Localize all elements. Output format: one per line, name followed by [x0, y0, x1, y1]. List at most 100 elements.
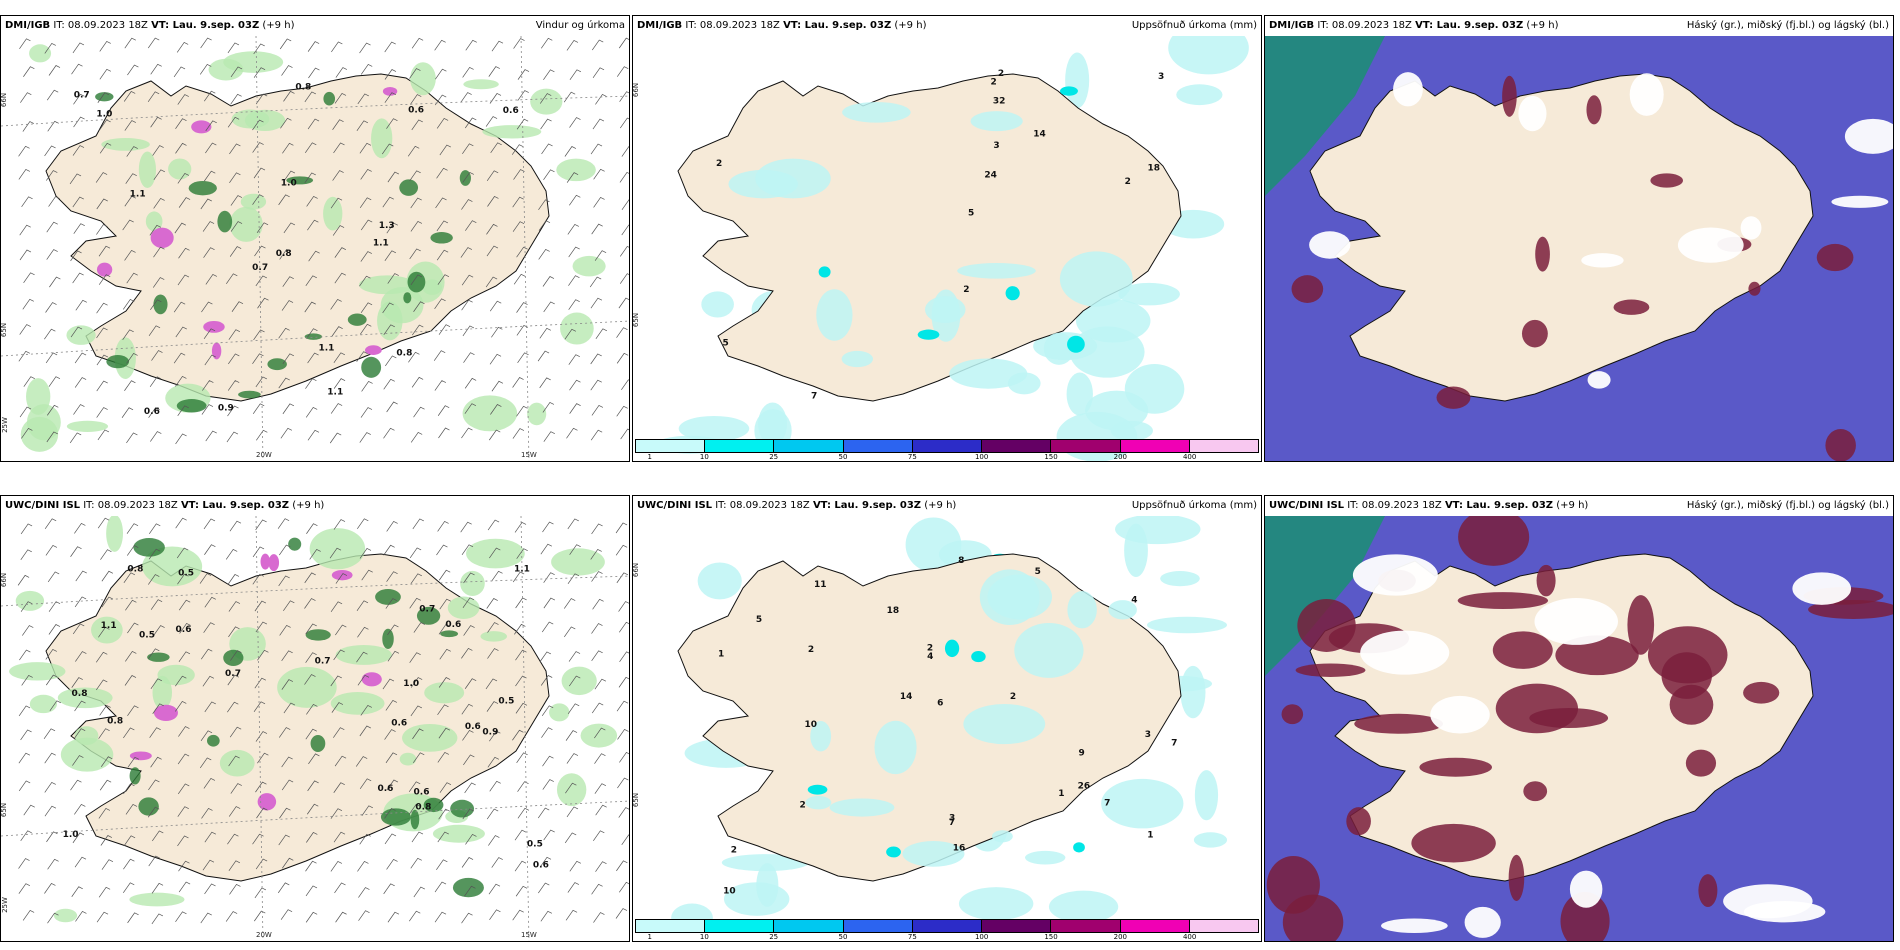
accumulated-precip-map-top: DMI/IGB IT: 08.09.2023 18Z VT: Lau. 9.se… [632, 15, 1262, 462]
wind-barb [434, 298, 446, 310]
wind-barb [567, 703, 580, 714]
wind-barb [594, 783, 607, 794]
wind-barb [281, 300, 294, 311]
precip-blob-dark [403, 292, 412, 304]
lon-label-15w: 15W [521, 931, 537, 939]
wind-barb [48, 624, 61, 635]
wind-barb [124, 380, 136, 391]
wind-barb [541, 143, 553, 155]
wind-barb [18, 780, 31, 792]
wind-barb [434, 380, 447, 391]
high-cloud-area [1265, 516, 1385, 676]
value-label: 1.3 [379, 221, 395, 231]
wind-barb [174, 700, 187, 712]
wind-barb [46, 221, 58, 233]
wind-barb [618, 297, 629, 309]
wind-barb [486, 808, 499, 820]
wind-barb [595, 804, 607, 816]
wind-barb [464, 885, 476, 897]
wind-barb [44, 752, 56, 764]
wind-barb [489, 780, 501, 792]
wind-barb [433, 350, 446, 361]
wind-barb [384, 69, 397, 80]
wind-barb [178, 860, 190, 872]
wind-barb [72, 623, 85, 635]
wind-barb [489, 93, 502, 104]
wind-barb [72, 272, 84, 284]
low-cloud-area [1495, 683, 1579, 734]
wind-barb [437, 831, 449, 843]
precip-blob-light [138, 151, 157, 189]
value-label: 0.6 [176, 625, 192, 635]
value-label: 1.0 [96, 109, 112, 119]
value-label: 14 [1033, 129, 1046, 139]
wind-barb [331, 41, 343, 53]
wind-barb [538, 220, 551, 231]
wind-barb [330, 197, 343, 209]
legend-tick: 200 [1113, 933, 1128, 941]
precip-core [1067, 335, 1085, 353]
precip-blob-heavy [129, 751, 152, 761]
wind-barb [434, 39, 446, 51]
low-cloud-area [1346, 807, 1371, 836]
precip-area [755, 158, 831, 199]
wind-barb [387, 650, 400, 662]
map-canvas [1265, 516, 1893, 941]
wind-barb [410, 274, 423, 286]
value-label: 0.8 [72, 689, 88, 699]
wind-barb [539, 327, 551, 339]
precip-blob-light [66, 420, 109, 432]
wind-barb [153, 197, 165, 209]
wind-barb [334, 882, 346, 894]
wind-barb [149, 727, 161, 738]
wind-barb [279, 544, 291, 556]
wind-barb [465, 39, 477, 51]
wind-barb [384, 250, 397, 262]
lon-label-20w: 20W [256, 451, 272, 459]
wind-barb [486, 170, 499, 182]
wind-barb [461, 544, 474, 556]
low-cloud-area [1419, 757, 1492, 777]
precip-area [1115, 516, 1201, 545]
wind-barb [594, 678, 607, 690]
legend-tick: 400 [1182, 933, 1197, 941]
value-label: 2 [991, 78, 997, 88]
wind-barb [491, 570, 503, 582]
wind-barb [307, 219, 319, 231]
wind-barb [542, 401, 555, 413]
panel-title: Vindur og úrkoma [535, 20, 625, 31]
wind-barb [200, 198, 212, 210]
value-label: 8 [958, 556, 964, 566]
wind-barb [485, 116, 498, 127]
lon-line-20w [255, 516, 264, 941]
wind-barb [465, 220, 477, 231]
wind-barb [543, 69, 555, 81]
wind-barb [568, 299, 580, 310]
precip-overlay [20, 44, 606, 452]
wind-barb [204, 883, 216, 895]
wind-barb [178, 726, 190, 737]
wind-barb [101, 570, 114, 582]
precip-area [756, 863, 779, 907]
wind-barb [462, 67, 474, 78]
wind-barb [96, 911, 109, 923]
precip-blob-light [57, 687, 113, 709]
precip-area [678, 415, 750, 442]
wind-barb [460, 92, 472, 103]
wind-barb [592, 598, 604, 610]
wind-barb [176, 42, 189, 53]
wind-barb [123, 91, 136, 102]
wind-barb [438, 727, 451, 739]
wind-barb [95, 172, 108, 183]
lat-lon-grid [1, 516, 629, 941]
value-label: 7 [811, 391, 817, 401]
wind-barb [201, 807, 213, 819]
legend-tick: 75 [907, 933, 917, 941]
value-label: 10 [804, 720, 817, 730]
legend-swatch [774, 440, 844, 452]
clear-sky-area [1569, 870, 1603, 908]
wind-barb [461, 299, 473, 311]
wind-barb [566, 39, 579, 51]
